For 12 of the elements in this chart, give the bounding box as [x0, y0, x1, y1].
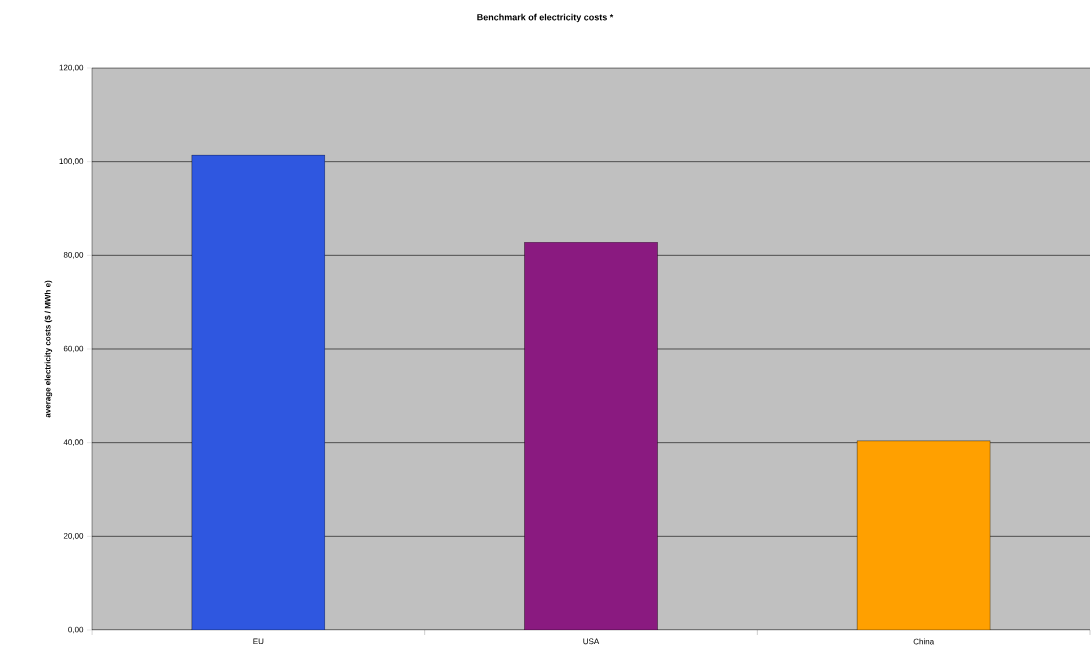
x-tick-label: USA [583, 638, 600, 645]
y-axis-title: average electricity costs ($ / MWh e) [44, 280, 53, 418]
y-tick-label: 40,00 [63, 439, 84, 446]
x-tick-label: EU [253, 638, 264, 645]
y-tick-label: 0,00 [68, 626, 84, 634]
y-tick-label: 60,00 [63, 345, 84, 353]
x-tick-label: China [913, 638, 935, 645]
y-tick-label: 120,00 [59, 64, 84, 72]
y-tick-label: 80,00 [63, 252, 84, 259]
y-tick-label: 20,00 [63, 533, 84, 540]
chart-title: Benchmark of electricity costs * [477, 13, 614, 23]
y-tick-label: 100,00 [59, 158, 84, 165]
